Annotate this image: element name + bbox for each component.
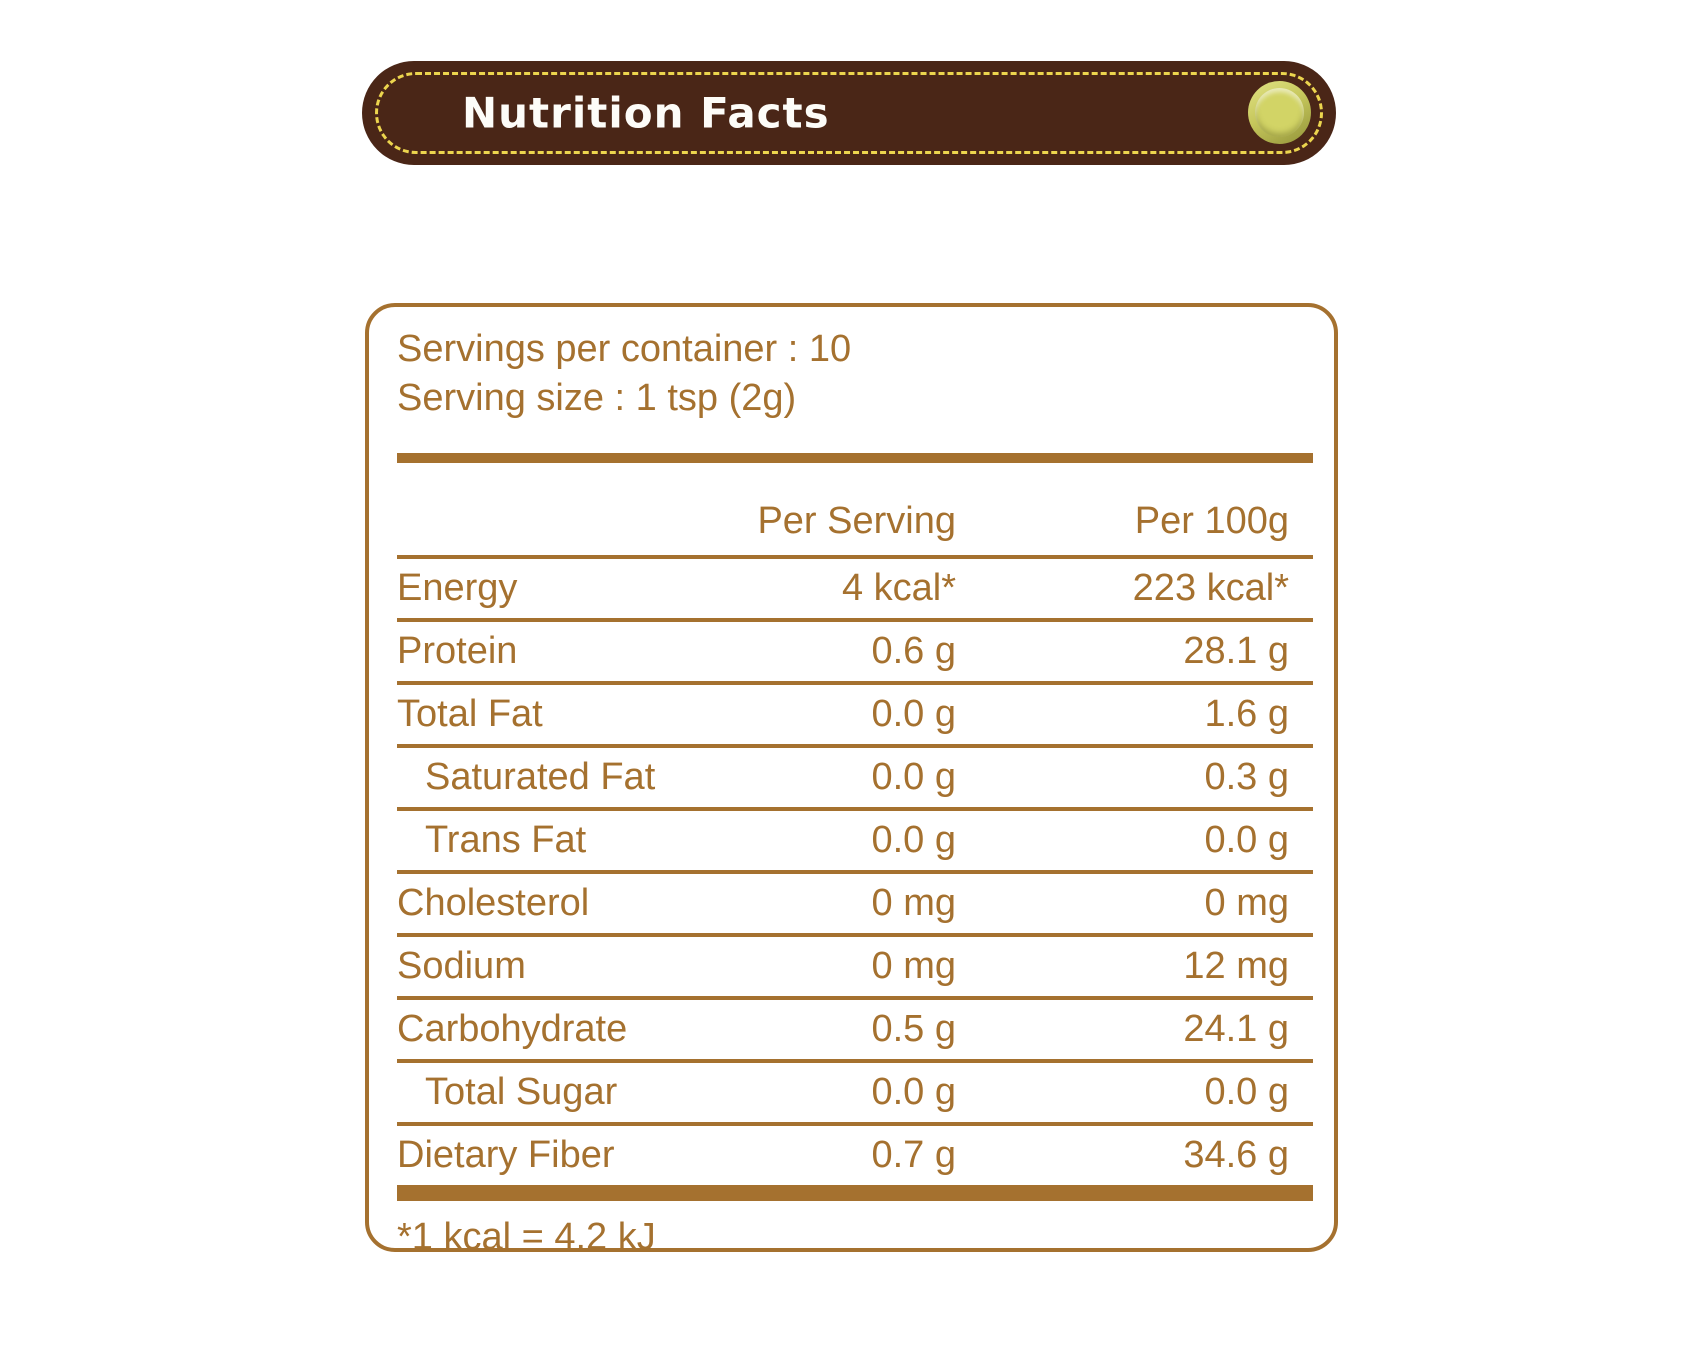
per-100g-value: 12 mg xyxy=(1183,945,1289,987)
per-serving-value: 0.7 g xyxy=(871,1134,956,1176)
banner-title: Nutrition Facts xyxy=(462,88,830,138)
table-row: Total Fat 0.0 g 1.6 g xyxy=(397,685,1313,748)
kcal-footnote: *1 kcal = 4.2 kJ xyxy=(397,1216,656,1258)
per-serving-value: 0 mg xyxy=(871,945,956,987)
column-header-per-serving: Per Serving xyxy=(757,500,956,542)
table-row: Total Sugar 0.0 g 0.0 g xyxy=(397,1063,1313,1126)
per-serving-value: 0.0 g xyxy=(871,819,956,861)
per-serving-value: 0.0 g xyxy=(871,756,956,798)
divider-bar-bottom xyxy=(397,1189,1313,1201)
nutrient-label: Energy xyxy=(397,567,518,609)
table-row: Sodium 0 mg 12 mg xyxy=(397,937,1313,1000)
table-row: Saturated Fat 0.0 g 0.3 g xyxy=(397,748,1313,811)
column-header-per-100g: Per 100g xyxy=(1134,500,1289,542)
nutrient-label: Saturated Fat xyxy=(425,756,656,798)
table-row: Cholesterol 0 mg 0 mg xyxy=(397,874,1313,937)
snap-button-inner-icon xyxy=(1255,88,1304,137)
per-serving-value: 0.6 g xyxy=(871,630,956,672)
per-100g-value: 223 kcal* xyxy=(1132,567,1289,609)
per-100g-value: 0 mg xyxy=(1204,882,1289,924)
table-row: Dietary Fiber 0.7 g 34.6 g xyxy=(397,1126,1313,1189)
snap-button-icon xyxy=(1248,81,1311,144)
table-row: Protein 0.6 g 28.1 g xyxy=(397,622,1313,685)
stitch-dashed-border xyxy=(375,72,1323,154)
nutrient-label: Carbohydrate xyxy=(397,1008,628,1050)
per-100g-value: 1.6 g xyxy=(1204,693,1289,735)
nutrient-label: Cholesterol xyxy=(397,882,590,924)
per-serving-value: 4 kcal* xyxy=(841,567,956,609)
table-row: Energy 4 kcal* 223 kcal* xyxy=(397,559,1313,622)
per-serving-value: 0.5 g xyxy=(871,1008,956,1050)
nutrition-facts-panel: Servings per container : 10 Serving size… xyxy=(365,303,1338,1258)
nutrition-banner: Nutrition Facts xyxy=(362,61,1336,165)
per-100g-value: 34.6 g xyxy=(1183,1134,1289,1176)
serving-info: Servings per container : 10 Serving size… xyxy=(397,321,1313,423)
table-header-row: Per Serving Per 100g xyxy=(397,463,1313,559)
divider-bar-top xyxy=(397,453,1313,463)
table-row: Trans Fat 0.0 g 0.0 g xyxy=(397,811,1313,874)
per-100g-value: 28.1 g xyxy=(1183,630,1289,672)
table-row: Carbohydrate 0.5 g 24.1 g xyxy=(397,1000,1313,1063)
nutrient-label: Total Sugar xyxy=(425,1071,618,1113)
per-100g-value: 0.0 g xyxy=(1204,819,1289,861)
per-serving-value: 0 mg xyxy=(871,882,956,924)
per-serving-value: 0.0 g xyxy=(871,1071,956,1113)
servings-per-container-line: Servings per container : 10 xyxy=(397,328,852,370)
nutrient-label: Dietary Fiber xyxy=(397,1134,615,1176)
nutrient-label: Sodium xyxy=(397,945,526,987)
nutrient-label: Total Fat xyxy=(397,693,543,735)
serving-size-line: Serving size : 1 tsp (2g) xyxy=(397,377,797,419)
nutrient-label: Protein xyxy=(397,630,518,672)
nutrient-label: Trans Fat xyxy=(425,819,587,861)
per-100g-value: 0.0 g xyxy=(1204,1071,1289,1113)
per-100g-value: 24.1 g xyxy=(1183,1008,1289,1050)
per-serving-value: 0.0 g xyxy=(871,693,956,735)
per-100g-value: 0.3 g xyxy=(1204,756,1289,798)
